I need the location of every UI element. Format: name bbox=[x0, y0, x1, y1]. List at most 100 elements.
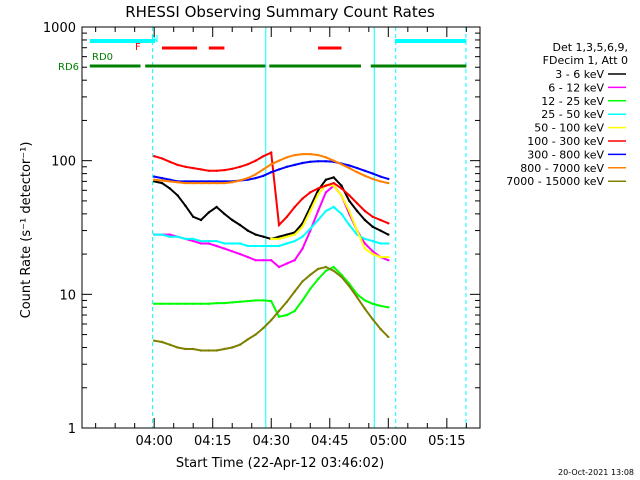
chart-title: RHESSI Observing Summary Count Rates bbox=[125, 3, 435, 21]
series-point bbox=[176, 346, 179, 349]
series-point bbox=[168, 160, 171, 163]
series-point bbox=[207, 242, 210, 245]
y-tick-label: 10 bbox=[59, 288, 76, 303]
series-point bbox=[277, 159, 281, 162]
series-point bbox=[192, 239, 195, 243]
series-point bbox=[184, 204, 187, 207]
series-point bbox=[371, 239, 374, 243]
series-point bbox=[223, 247, 226, 250]
series-point bbox=[199, 180, 203, 183]
rd6-label: RD6 bbox=[58, 62, 79, 73]
series-group bbox=[153, 151, 390, 352]
legend-entry-label: 800 - 7000 keV bbox=[520, 162, 604, 175]
series-point bbox=[293, 163, 296, 167]
series-point bbox=[246, 255, 249, 259]
series-point bbox=[293, 290, 296, 293]
series-point bbox=[363, 247, 367, 250]
series-point bbox=[192, 166, 195, 170]
series-point bbox=[301, 280, 304, 283]
series-point bbox=[231, 181, 234, 184]
series-point bbox=[387, 259, 390, 262]
series-point bbox=[223, 301, 226, 305]
series-point bbox=[207, 349, 210, 352]
series-point bbox=[324, 160, 328, 163]
series-point bbox=[363, 242, 367, 245]
series-point bbox=[348, 164, 351, 167]
series-point bbox=[153, 155, 156, 158]
legend-header: Det 1,3,5,6,9, bbox=[552, 41, 628, 54]
series-point bbox=[371, 172, 374, 175]
series-point bbox=[199, 242, 203, 245]
series-point bbox=[153, 178, 156, 181]
series-point bbox=[207, 302, 210, 305]
series-point bbox=[355, 296, 359, 299]
series-point bbox=[215, 169, 218, 172]
series-point bbox=[238, 179, 242, 182]
series-point bbox=[324, 269, 328, 272]
y-tick-label: 100 bbox=[51, 155, 76, 170]
y-tick-label: 1 bbox=[68, 422, 76, 437]
n-label: N bbox=[151, 34, 158, 45]
series-point bbox=[293, 259, 296, 262]
series-point bbox=[192, 181, 195, 185]
series-point bbox=[293, 205, 296, 209]
series-point bbox=[355, 202, 359, 205]
series-point bbox=[176, 194, 179, 197]
legend-entry-label: 6 - 12 keV bbox=[548, 81, 604, 94]
series-point bbox=[231, 242, 234, 245]
legend-entry-label: 3 - 6 keV bbox=[555, 68, 604, 81]
series-point bbox=[285, 242, 289, 245]
series-point bbox=[309, 273, 312, 276]
series-point bbox=[207, 181, 210, 185]
series-point bbox=[254, 176, 257, 180]
series-point bbox=[153, 302, 156, 305]
series-point bbox=[363, 169, 367, 172]
series-point bbox=[348, 166, 351, 170]
series-point bbox=[192, 215, 195, 218]
series-point bbox=[301, 299, 304, 302]
series-point bbox=[262, 168, 265, 171]
series-point bbox=[355, 229, 359, 232]
series-point bbox=[324, 156, 328, 159]
series-point bbox=[262, 244, 265, 248]
series-point bbox=[254, 299, 257, 302]
series-point bbox=[379, 242, 382, 245]
series-point bbox=[262, 326, 265, 330]
series-point bbox=[215, 205, 218, 209]
series-point bbox=[332, 269, 335, 272]
series-point bbox=[371, 177, 374, 181]
series-point bbox=[363, 237, 367, 241]
series-point bbox=[371, 302, 374, 305]
series-point bbox=[160, 233, 164, 236]
series-point bbox=[379, 327, 382, 331]
series-point bbox=[199, 168, 203, 171]
series-point bbox=[301, 225, 304, 228]
series-point bbox=[285, 300, 289, 303]
series-point bbox=[301, 152, 304, 156]
series-point bbox=[387, 335, 390, 339]
series-point bbox=[301, 197, 304, 200]
series-point bbox=[168, 302, 171, 305]
series-point bbox=[316, 267, 320, 271]
series-point bbox=[254, 233, 257, 236]
series-point bbox=[316, 160, 320, 163]
series-point bbox=[340, 163, 343, 166]
series-point bbox=[184, 180, 187, 183]
series-point bbox=[316, 277, 320, 281]
series-point bbox=[238, 252, 242, 256]
series-point bbox=[277, 315, 281, 318]
series-point bbox=[277, 235, 281, 238]
plot-frame bbox=[81, 26, 481, 429]
series-point bbox=[387, 233, 390, 236]
series-point bbox=[207, 180, 210, 183]
series-point bbox=[160, 157, 164, 160]
x-tick-label: 04:30 bbox=[253, 434, 290, 449]
series-point bbox=[192, 180, 195, 183]
series-point bbox=[184, 302, 187, 305]
series-point bbox=[246, 338, 249, 341]
series-point bbox=[262, 259, 265, 262]
series-point bbox=[285, 233, 289, 236]
series-point bbox=[215, 239, 218, 243]
legend-entry-label: 100 - 300 keV bbox=[527, 135, 604, 148]
